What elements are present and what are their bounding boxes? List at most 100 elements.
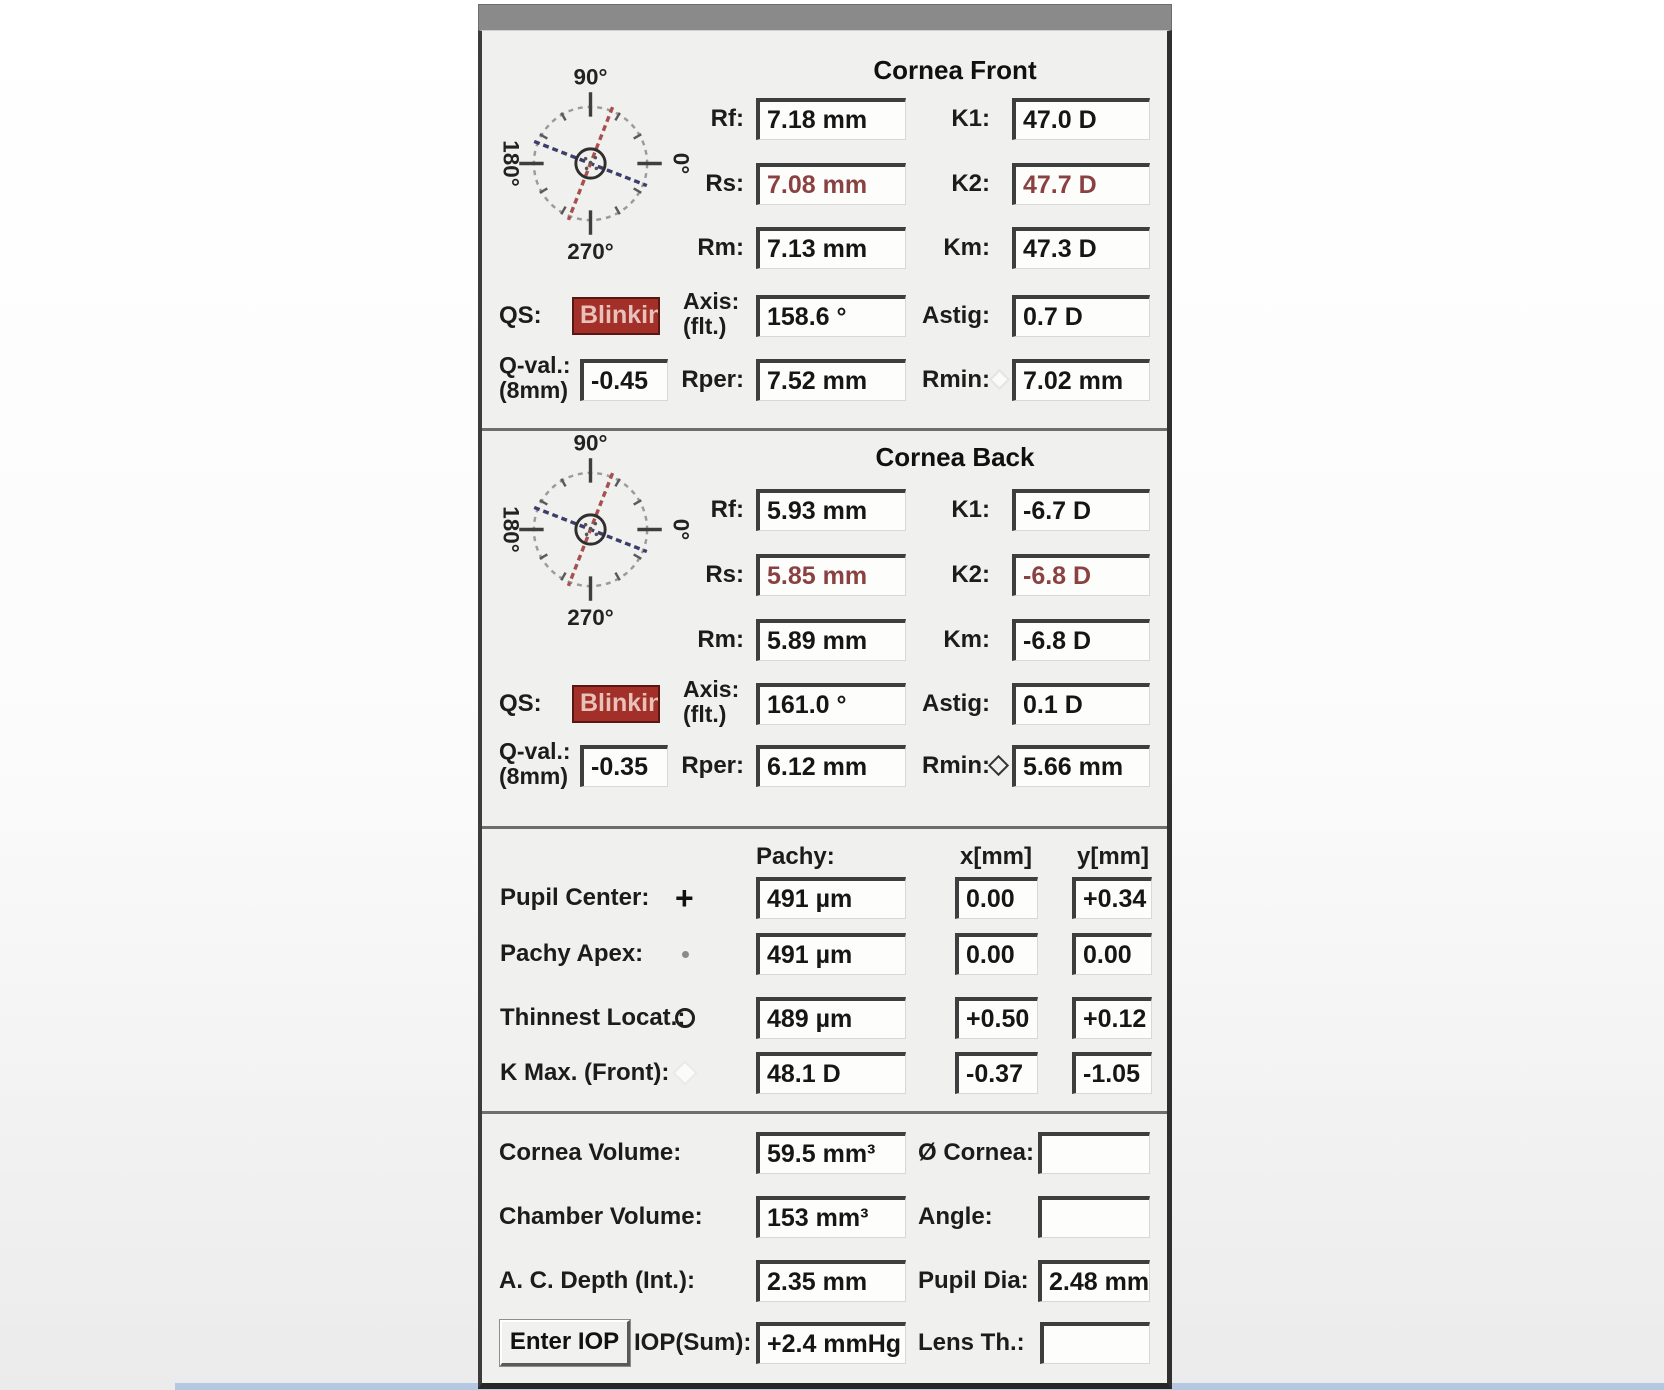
lens-thickness-label: Lens Th.: [918, 1329, 1025, 1356]
pupil-circle [574, 513, 607, 546]
rf-label-back: Rf: [710, 496, 744, 523]
chamber-volume-field[interactable]: 153 mm³ [756, 1196, 906, 1238]
kmax-front-y-field[interactable]: -1.05 [1072, 1052, 1152, 1094]
pupil-dots [583, 155, 599, 171]
rper-label-back: Rper: [681, 752, 744, 779]
rm-label-back: Rm: [697, 626, 744, 653]
angle-label: Angle: [918, 1203, 993, 1230]
rmin-field-front[interactable]: 7.02 mm [1012, 359, 1150, 401]
dial-label-90: 90° [574, 64, 608, 89]
section-divider-3 [482, 1111, 1167, 1114]
km-field-front[interactable]: 47.3 D [1012, 227, 1150, 269]
k2-label-back: K2: [951, 561, 990, 588]
pupil-dia-field[interactable]: 2.48 mm [1038, 1260, 1150, 1302]
dot-icon [682, 951, 689, 958]
kmax-front-x-field[interactable]: -0.37 [955, 1052, 1038, 1094]
dial-label-0: 0° [668, 519, 693, 540]
pupil-center-label: Pupil Center: [500, 884, 650, 911]
axis-label-back: Axis: (flt.) [683, 676, 740, 727]
cornea-volume-label: Cornea Volume: [499, 1139, 682, 1166]
rf-field-front[interactable]: 7.18 mm [756, 98, 906, 140]
axis-field-back[interactable]: 161.0 ° [756, 683, 906, 725]
k1-label-back: K1: [951, 496, 990, 523]
circle-icon [675, 1008, 695, 1028]
rmin-label-back: Rmin: [922, 752, 990, 779]
qval-field-back[interactable]: -0.35 [580, 745, 668, 787]
rs-label-back: Rs: [705, 561, 744, 588]
thinnest-location-y-field[interactable]: +0.12 [1072, 997, 1152, 1039]
km-label-front: Km: [943, 234, 990, 261]
ac-depth-field[interactable]: 2.35 mm [756, 1260, 906, 1302]
dial-cross-ticks [519, 458, 662, 601]
dial-cross-ticks [519, 92, 662, 235]
ac-depth-label: A. C. Depth (Int.): [499, 1267, 695, 1294]
dial-ticks [539, 478, 642, 581]
measurement-panel: Cornea Front 90° 270° 180° 0 [478, 4, 1172, 1389]
enter-iop-button[interactable]: Enter IOP [499, 1319, 631, 1367]
pachy-column-header: Pachy: [756, 843, 835, 870]
thinnest-location-x-field[interactable]: +0.50 [955, 997, 1038, 1039]
axis-field-front[interactable]: 158.6 ° [756, 295, 906, 337]
x-column-header: x[mm] [959, 843, 1032, 870]
qval-label-front: Q-val.: (8mm) [499, 352, 571, 403]
rmin-diamond-icon-front [988, 368, 1011, 391]
k1-label-front: K1: [951, 105, 990, 132]
rm-field-back[interactable]: 5.89 mm [756, 619, 906, 661]
axis-label-front: Axis: (flt.) [683, 288, 740, 339]
lens-thickness-field[interactable] [1040, 1322, 1150, 1364]
rper-field-front[interactable]: 7.52 mm [756, 359, 906, 401]
angle-field[interactable] [1038, 1196, 1150, 1238]
dial-label-0: 0° [668, 153, 693, 174]
diameter-cornea-field[interactable] [1038, 1132, 1150, 1174]
y-column-header: y[mm] [1076, 843, 1149, 870]
dial-label-270: 270° [567, 605, 613, 630]
thinnest-location-pachy-field[interactable]: 489 µm [756, 997, 906, 1039]
k2-field-back[interactable]: -6.8 D [1012, 554, 1150, 596]
rf-field-back[interactable]: 5.93 mm [756, 489, 906, 531]
pupil-circle [574, 147, 607, 180]
rs-field-front[interactable]: 7.08 mm [756, 163, 906, 205]
rm-field-front[interactable]: 7.13 mm [756, 227, 906, 269]
rper-field-back[interactable]: 6.12 mm [756, 745, 906, 787]
dial-ticks [539, 112, 642, 215]
km-field-back[interactable]: -6.8 D [1012, 619, 1150, 661]
pupil-center-pachy-field[interactable]: 491 µm [756, 877, 906, 919]
dial-label-180: 180° [499, 506, 524, 552]
panel-content: Cornea Front 90° 270° 180° 0 [478, 30, 1172, 1389]
kmax-front-label: K Max. (Front): [500, 1059, 670, 1086]
k2-field-front[interactable]: 47.7 D [1012, 163, 1150, 205]
rs-field-back[interactable]: 5.85 mm [756, 554, 906, 596]
diameter-cornea-label: Ø Cornea: [918, 1139, 1035, 1166]
qs-label-front: QS: [499, 302, 542, 329]
pachy-apex-x-field[interactable]: 0.00 [955, 933, 1038, 975]
qval-field-front[interactable]: -0.45 [580, 359, 668, 401]
thinnest-location-label: Thinnest Locat.: [500, 1004, 686, 1031]
pupil-center-y-field[interactable]: +0.34 [1072, 877, 1152, 919]
section-divider-1 [482, 428, 1167, 431]
axis-dial-front: 90° 270° 180° 0° [499, 64, 693, 264]
k1-field-back[interactable]: -6.7 D [1012, 489, 1150, 531]
rm-label-front: Rm: [697, 234, 744, 261]
iop-sum-field[interactable]: +2.4 mmHg [756, 1322, 906, 1364]
pupil-dia-label: Pupil Dia: [918, 1267, 1029, 1294]
chamber-volume-label: Chamber Volume: [499, 1203, 703, 1230]
astig-label-front: Astig: [922, 302, 990, 329]
cornea-back-title: Cornea Back [875, 442, 1035, 472]
qs-label-back: QS: [499, 690, 542, 717]
pachy-apex-y-field[interactable]: 0.00 [1072, 933, 1152, 975]
k1-field-front[interactable]: 47.0 D [1012, 98, 1150, 140]
astig-label-back: Astig: [922, 690, 990, 717]
cornea-front-title: Cornea Front [873, 55, 1037, 85]
pupil-dots [583, 521, 599, 537]
cornea-volume-field[interactable]: 59.5 mm³ [756, 1132, 906, 1174]
dial-label-90: 90° [574, 430, 608, 455]
rmin-field-back[interactable]: 5.66 mm [1012, 745, 1150, 787]
pupil-center-x-field[interactable]: 0.00 [955, 877, 1038, 919]
kmax-front-field[interactable]: 48.1 D [756, 1052, 906, 1094]
iop-sum-label: IOP(Sum): [634, 1329, 752, 1356]
rmin-label-front: Rmin: [922, 366, 990, 393]
astig-field-front[interactable]: 0.7 D [1012, 295, 1150, 337]
pachy-apex-pachy-field[interactable]: 491 µm [756, 933, 906, 975]
astig-field-back[interactable]: 0.1 D [1012, 683, 1150, 725]
